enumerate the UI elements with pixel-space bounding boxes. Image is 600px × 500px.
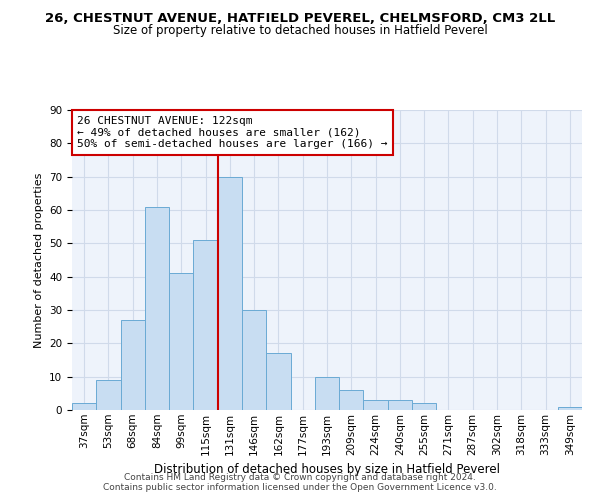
Bar (315, 376, 339, 410)
Bar (145, 206, 169, 410)
Bar (96, 380, 121, 410)
Bar (121, 320, 145, 410)
Bar (388, 400, 412, 410)
Bar (364, 400, 388, 410)
Text: Size of property relative to detached houses in Hatfield Peverel: Size of property relative to detached ho… (113, 24, 487, 37)
Bar (339, 390, 364, 410)
Bar (242, 310, 266, 410)
Y-axis label: Number of detached properties: Number of detached properties (34, 172, 44, 348)
Bar (169, 274, 193, 410)
Bar (558, 406, 582, 410)
Bar (218, 176, 242, 410)
Text: 26 CHESTNUT AVENUE: 122sqm
← 49% of detached houses are smaller (162)
50% of sem: 26 CHESTNUT AVENUE: 122sqm ← 49% of deta… (77, 116, 388, 149)
Text: Contains HM Land Registry data © Crown copyright and database right 2024.
Contai: Contains HM Land Registry data © Crown c… (103, 473, 497, 492)
Bar (412, 404, 436, 410)
X-axis label: Distribution of detached houses by size in Hatfield Peverel: Distribution of detached houses by size … (154, 463, 500, 476)
Bar (193, 240, 218, 410)
Bar (266, 354, 290, 410)
Bar (72, 404, 96, 410)
Text: 26, CHESTNUT AVENUE, HATFIELD PEVEREL, CHELMSFORD, CM3 2LL: 26, CHESTNUT AVENUE, HATFIELD PEVEREL, C… (45, 12, 555, 26)
